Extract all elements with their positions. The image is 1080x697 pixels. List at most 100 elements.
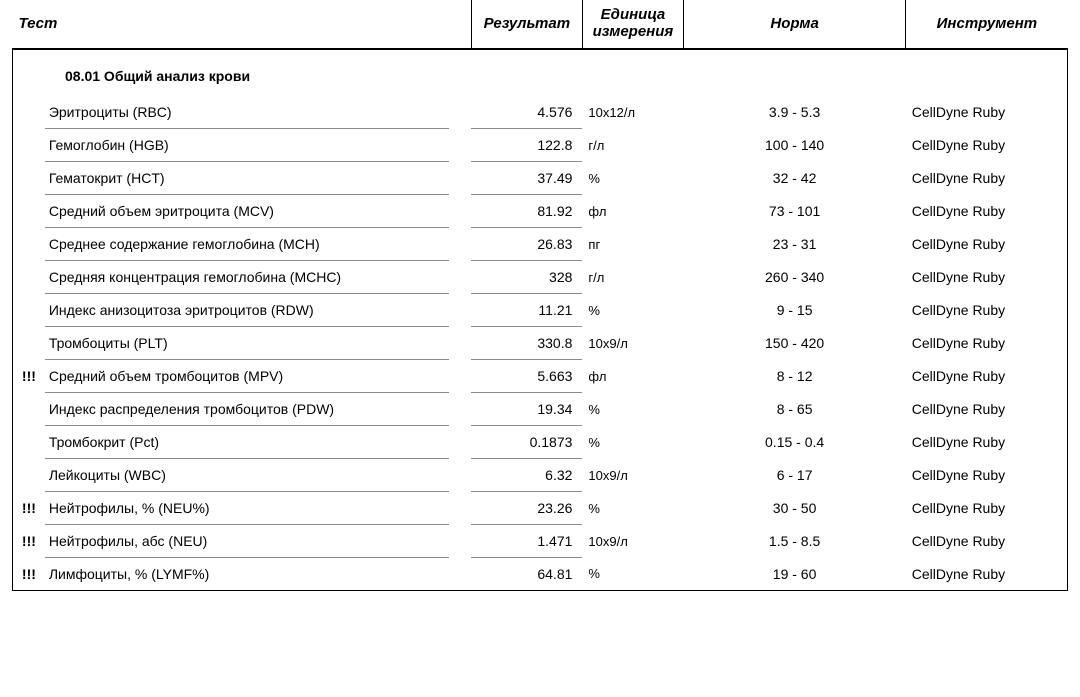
col-header-instrument: Инструмент bbox=[906, 0, 1068, 49]
row-test-name: Индекс анизоцитоза эритроцитов (RDW) bbox=[45, 294, 449, 327]
row-test-name: Гематокрит (HCT) bbox=[45, 162, 449, 195]
row-result: 81.92 bbox=[471, 195, 582, 228]
row-flag bbox=[13, 129, 45, 162]
row-separator bbox=[449, 558, 471, 591]
row-norm: 9 - 15 bbox=[683, 294, 905, 327]
row-result: 5.663 bbox=[471, 360, 582, 393]
row-norm: 30 - 50 bbox=[683, 492, 905, 525]
row-result: 19.34 bbox=[471, 393, 582, 426]
row-unit: фл bbox=[582, 360, 683, 393]
row-test-name: Средний объем эритроцита (MCV) bbox=[45, 195, 449, 228]
table-row: Эритроциты (RBC) 4.57610x12/л3.9 - 5.3Cel… bbox=[13, 96, 1068, 129]
row-separator bbox=[449, 360, 471, 393]
table-header-row: Тест Результат Единица измерения Норма И… bbox=[13, 0, 1068, 49]
row-test-name: Лейкоциты (WBC) bbox=[45, 459, 449, 492]
row-separator bbox=[449, 393, 471, 426]
row-separator bbox=[449, 195, 471, 228]
section-title: 08.01 Общий анализ крови bbox=[17, 68, 250, 84]
row-result: 37.49 bbox=[471, 162, 582, 195]
row-test-name: Средняя концентрация гемоглобина (MCHC) bbox=[45, 261, 449, 294]
row-test-name: Средний объем тромбоцитов (MPV) bbox=[45, 360, 449, 393]
table-row: Гематокрит (HCT) 37.49%32 - 42CellDyne Ru… bbox=[13, 162, 1068, 195]
row-result: 0.1873 bbox=[471, 426, 582, 459]
row-unit: пг bbox=[582, 228, 683, 261]
table-row: Индекс анизоцитоза эритроцитов (RDW)11.2… bbox=[13, 294, 1068, 327]
row-separator bbox=[449, 129, 471, 162]
row-flag bbox=[13, 294, 45, 327]
row-flag bbox=[13, 96, 45, 129]
row-test-name: Гемоглобин (HGB) bbox=[45, 129, 449, 162]
section-header-row: 08.01 Общий анализ крови bbox=[13, 49, 1068, 96]
row-instrument: CellDyne Ruby bbox=[906, 492, 1068, 525]
row-instrument: CellDyne Ruby bbox=[906, 327, 1068, 360]
row-separator bbox=[449, 492, 471, 525]
row-instrument: CellDyne Ruby bbox=[906, 162, 1068, 195]
row-unit: % bbox=[582, 426, 683, 459]
row-instrument: CellDyne Ruby bbox=[906, 360, 1068, 393]
row-flag bbox=[13, 261, 45, 294]
row-result: 330.8 bbox=[471, 327, 582, 360]
row-unit: г/л bbox=[582, 261, 683, 294]
lab-results-table: Тест Результат Единица измерения Норма И… bbox=[12, 0, 1068, 591]
row-instrument: CellDyne Ruby bbox=[906, 459, 1068, 492]
row-separator bbox=[449, 96, 471, 129]
col-header-result: Результат bbox=[471, 0, 582, 49]
row-flag: !!! bbox=[13, 525, 45, 558]
row-separator bbox=[449, 228, 471, 261]
row-flag bbox=[13, 162, 45, 195]
row-test-name: Лимфоциты, % (LYMF%) bbox=[45, 558, 449, 591]
col-header-norm: Норма bbox=[683, 0, 905, 49]
row-unit: % bbox=[582, 393, 683, 426]
table-row: !!!Нейтрофилы, абс (NEU)1.47110x9/л1.5 -… bbox=[13, 525, 1068, 558]
row-instrument: CellDyne Ruby bbox=[906, 426, 1068, 459]
row-result: 6.32 bbox=[471, 459, 582, 492]
col-header-unit: Единица измерения bbox=[582, 0, 683, 49]
table-row: Лейкоциты (WBC)6.3210x9/л6 - 17CellDyne … bbox=[13, 459, 1068, 492]
row-unit: % bbox=[582, 294, 683, 327]
row-norm: 8 - 65 bbox=[683, 393, 905, 426]
row-unit: 10x9/л bbox=[582, 525, 683, 558]
row-result: 23.26 bbox=[471, 492, 582, 525]
row-separator bbox=[449, 426, 471, 459]
table-row: Средний объем эритроцита (MCV) 81.92фл73 … bbox=[13, 195, 1068, 228]
row-unit: % bbox=[582, 492, 683, 525]
row-unit: % bbox=[582, 558, 683, 591]
row-instrument: CellDyne Ruby bbox=[906, 525, 1068, 558]
row-separator bbox=[449, 294, 471, 327]
row-norm: 73 - 101 bbox=[683, 195, 905, 228]
table-row: Тромбокрит (Pct)0.1873%0.15 - 0.4CellDyn… bbox=[13, 426, 1068, 459]
row-instrument: CellDyne Ruby bbox=[906, 96, 1068, 129]
row-norm: 8 - 12 bbox=[683, 360, 905, 393]
row-instrument: CellDyne Ruby bbox=[906, 129, 1068, 162]
table-row: !!!Нейтрофилы, % (NEU%) 23.26%30 - 50Cell… bbox=[13, 492, 1068, 525]
row-norm: 0.15 - 0.4 bbox=[683, 426, 905, 459]
row-unit: 10x9/л bbox=[582, 459, 683, 492]
row-flag bbox=[13, 228, 45, 261]
row-flag: !!! bbox=[13, 558, 45, 591]
row-unit: 10x9/л bbox=[582, 327, 683, 360]
row-test-name: Индекс распределения тромбоцитов (PDW) bbox=[45, 393, 449, 426]
table-row: Тромбоциты (PLT)330.810x9/л150 - 420Cell… bbox=[13, 327, 1068, 360]
row-flag bbox=[13, 393, 45, 426]
row-unit: фл bbox=[582, 195, 683, 228]
row-unit: % bbox=[582, 162, 683, 195]
table-row: !!!Средний объем тромбоцитов (MPV) 5.663ф… bbox=[13, 360, 1068, 393]
row-test-name: Среднее содержание гемоглобина (MCH) bbox=[45, 228, 449, 261]
row-instrument: CellDyne Ruby bbox=[906, 393, 1068, 426]
row-test-name: Нейтрофилы, % (NEU%) bbox=[45, 492, 449, 525]
row-norm: 23 - 31 bbox=[683, 228, 905, 261]
row-norm: 32 - 42 bbox=[683, 162, 905, 195]
row-result: 328 bbox=[471, 261, 582, 294]
row-test-name: Эритроциты (RBC) bbox=[45, 96, 449, 129]
table-row: !!!Лимфоциты, % (LYMF%)64.81%19 - 60Cell… bbox=[13, 558, 1068, 591]
row-separator bbox=[449, 261, 471, 294]
row-result: 4.576 bbox=[471, 96, 582, 129]
row-flag: !!! bbox=[13, 492, 45, 525]
row-separator bbox=[449, 162, 471, 195]
row-result: 64.81 bbox=[471, 558, 582, 591]
table-row: Индекс распределения тромбоцитов (PDW) 19… bbox=[13, 393, 1068, 426]
row-unit: 10x12/л bbox=[582, 96, 683, 129]
row-flag: !!! bbox=[13, 360, 45, 393]
row-norm: 3.9 - 5.3 bbox=[683, 96, 905, 129]
row-result: 1.471 bbox=[471, 525, 582, 558]
